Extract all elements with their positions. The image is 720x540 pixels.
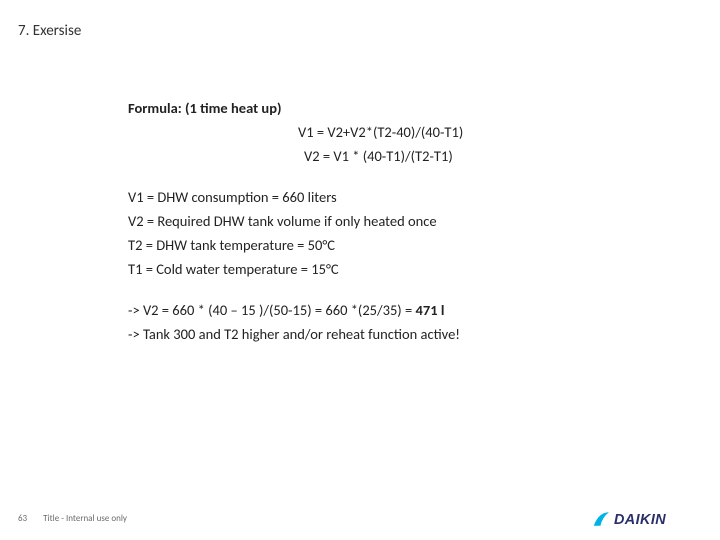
def-v2: V2 = Required DHW tank volume if only he… xyxy=(128,211,668,233)
result-calc-bold: 471 l xyxy=(416,301,445,319)
brand-logo: DAIKIN xyxy=(592,508,702,530)
formula-line-1: V1 = V2+V2*(T2-40)/(40-T1) xyxy=(128,122,668,144)
content-block: Formula: (1 time heat up) V1 = V2+V2*(T2… xyxy=(128,98,668,348)
results: -> V2 = 660 * (40 – 15 )/(50-15) = 660 *… xyxy=(128,300,668,346)
result-calc-pre: -> V2 = 660 * (40 – 15 )/(50-15) = 660 *… xyxy=(128,301,416,319)
brand-text: DAIKIN xyxy=(614,512,666,528)
page-number: 63 xyxy=(18,513,27,524)
result-calc: -> V2 = 660 * (40 – 15 )/(50-15) = 660 *… xyxy=(128,300,668,322)
swoosh-icon xyxy=(594,512,609,526)
formula-head: Formula: (1 time heat up) xyxy=(128,98,668,120)
formula-line-2: V2 = V1 * (40-T1)/(T2-T1) xyxy=(128,146,668,168)
footer: 63 Title - Internal use only xyxy=(18,513,127,524)
def-v1: V1 = DHW consumption = 660 liters xyxy=(128,187,668,209)
result-note: -> Tank 300 and T2 higher and/or reheat … xyxy=(128,324,668,346)
def-t1: T1 = Cold water temperature = 15°C xyxy=(128,259,668,281)
def-t2: T2 = DHW tank temperature = 50°C xyxy=(128,235,668,257)
section-title: 7. Exersise xyxy=(18,22,81,40)
footer-label: Title - Internal use only xyxy=(43,513,127,524)
definitions: V1 = DHW consumption = 660 liters V2 = R… xyxy=(128,187,668,280)
